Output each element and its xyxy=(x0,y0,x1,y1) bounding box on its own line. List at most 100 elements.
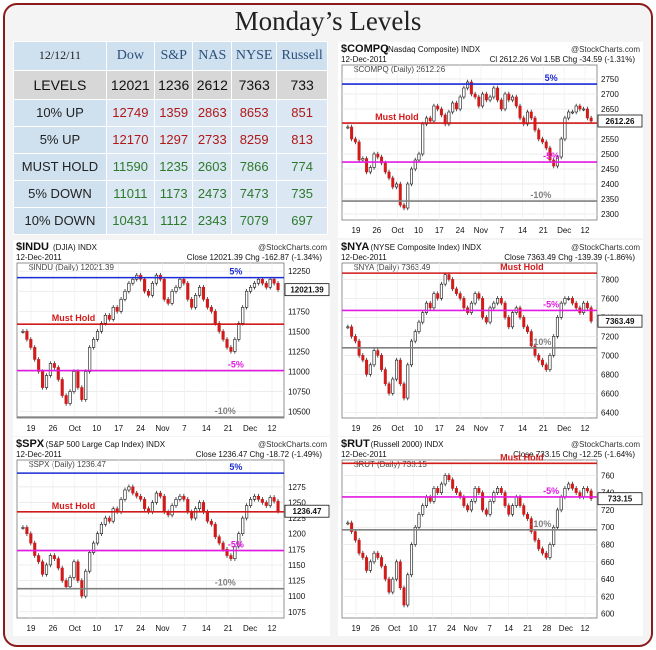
candle-body xyxy=(391,378,395,394)
candle-body xyxy=(555,509,559,528)
candle-body xyxy=(451,479,455,489)
candle-body xyxy=(119,499,123,513)
x-tick-label: 7 xyxy=(500,226,505,235)
candle-body xyxy=(52,363,56,368)
cell-value: 1297 xyxy=(153,125,194,154)
cell-value: 1236 xyxy=(153,69,194,100)
candle-body xyxy=(447,111,451,125)
candle-body xyxy=(233,545,237,559)
candle-body xyxy=(582,488,586,498)
candle-body xyxy=(589,307,593,322)
y-tick-label: 11000 xyxy=(288,367,310,376)
candle-body xyxy=(522,505,526,515)
cell-value: 12170 xyxy=(105,125,155,154)
candle-body xyxy=(186,499,190,513)
plot-area xyxy=(341,262,598,419)
y-tick-label: 2350 xyxy=(601,195,619,204)
x-tick-label: 24 xyxy=(136,424,145,433)
candle-body xyxy=(221,331,225,340)
candle-body xyxy=(107,315,111,320)
table-row-10down: 10% DOWN 10431 1112 2343 7079 697 xyxy=(13,206,328,236)
candle-body xyxy=(111,307,115,320)
candle-body xyxy=(72,561,76,578)
x-tick-label: 7 xyxy=(487,624,492,633)
candle-body xyxy=(383,162,387,173)
candle-body xyxy=(383,369,387,385)
cell-value: 2863 xyxy=(192,98,233,127)
candle-body xyxy=(533,345,537,356)
candle-body xyxy=(462,87,466,98)
candle-body xyxy=(436,105,440,110)
x-tick-label: 21 xyxy=(539,226,548,235)
y-tick-label: 600 xyxy=(601,610,615,619)
candle-body xyxy=(496,298,500,304)
candle-body xyxy=(264,502,268,506)
candle-body xyxy=(365,359,369,375)
candle-body xyxy=(567,111,571,119)
cell-value: 7079 xyxy=(231,206,278,236)
x-tick-label: 19 xyxy=(352,226,361,235)
y-tick-label: 1175 xyxy=(288,545,306,554)
candle-body xyxy=(421,123,425,155)
candle-body xyxy=(68,577,72,588)
candle-body xyxy=(492,87,496,98)
chart-name: (Nasdaq Composite) INDX xyxy=(385,45,480,54)
candle-body xyxy=(496,488,500,493)
candle-body xyxy=(135,492,139,497)
candle-body xyxy=(589,117,593,122)
y-tick-label: 620 xyxy=(601,592,615,601)
chart-symbol: $RUT xyxy=(341,438,370,450)
x-tick-label: 10 xyxy=(409,624,418,633)
candle-body xyxy=(150,502,155,513)
candle-body xyxy=(170,505,174,516)
candle-body xyxy=(421,505,425,515)
candle-body xyxy=(507,317,511,328)
candle-body xyxy=(395,183,399,188)
chart-stats: Close 733.15 Chg -12.25 (-1.64%) xyxy=(513,450,635,459)
candle-body xyxy=(458,96,462,110)
table-row-10up: 10% UP 12749 1359 2863 8653 851 xyxy=(13,98,328,127)
candle-body xyxy=(402,204,406,209)
candle-body xyxy=(182,495,186,500)
candle-body xyxy=(44,375,49,388)
x-tick-label: Oct xyxy=(391,226,404,235)
candle-body xyxy=(406,183,410,209)
candle-body xyxy=(357,141,361,161)
candle-body xyxy=(477,293,481,299)
x-tick-label: Dec xyxy=(243,624,257,633)
candle-body xyxy=(380,355,384,370)
candle-body xyxy=(499,99,503,110)
y-tick-label: 7800 xyxy=(601,275,619,284)
level-label: 5% xyxy=(229,462,242,472)
y-tick-label: 1200 xyxy=(288,530,306,539)
table-row-5up: 5% UP 12170 1297 2733 8259 813 xyxy=(13,125,328,154)
candle-body xyxy=(264,282,268,288)
x-tick-label: 10 xyxy=(414,424,423,433)
candle-body xyxy=(488,96,492,101)
y-tick-label: 11250 xyxy=(288,347,310,356)
y-tick-label: 2400 xyxy=(601,180,619,189)
candle-body xyxy=(443,274,447,285)
x-tick-label: 26 xyxy=(372,226,381,235)
candle-body xyxy=(92,339,96,348)
x-tick-label: 26 xyxy=(372,424,381,433)
candle-body xyxy=(241,307,245,324)
chart-name: (Russell 2000) INDX xyxy=(371,440,445,449)
candle-body xyxy=(127,486,131,491)
candle-body xyxy=(103,315,107,324)
candle-body xyxy=(473,488,477,502)
candle-body xyxy=(233,339,237,352)
cell-value: 697 xyxy=(276,206,328,236)
candle-body xyxy=(162,278,166,300)
candle-body xyxy=(443,475,447,485)
candle-body xyxy=(174,286,178,292)
x-tick-label: 26 xyxy=(48,424,57,433)
candle-body xyxy=(131,486,135,494)
candle-body xyxy=(578,105,582,110)
x-tick-label: Nov xyxy=(463,624,477,633)
cell-value: 735 xyxy=(276,179,328,208)
x-tick-label: 24 xyxy=(456,226,465,235)
plot-area xyxy=(341,64,598,221)
chart-legend: $COMPQ (Daily) 2612.26 xyxy=(354,65,446,74)
candle-body xyxy=(398,561,402,589)
